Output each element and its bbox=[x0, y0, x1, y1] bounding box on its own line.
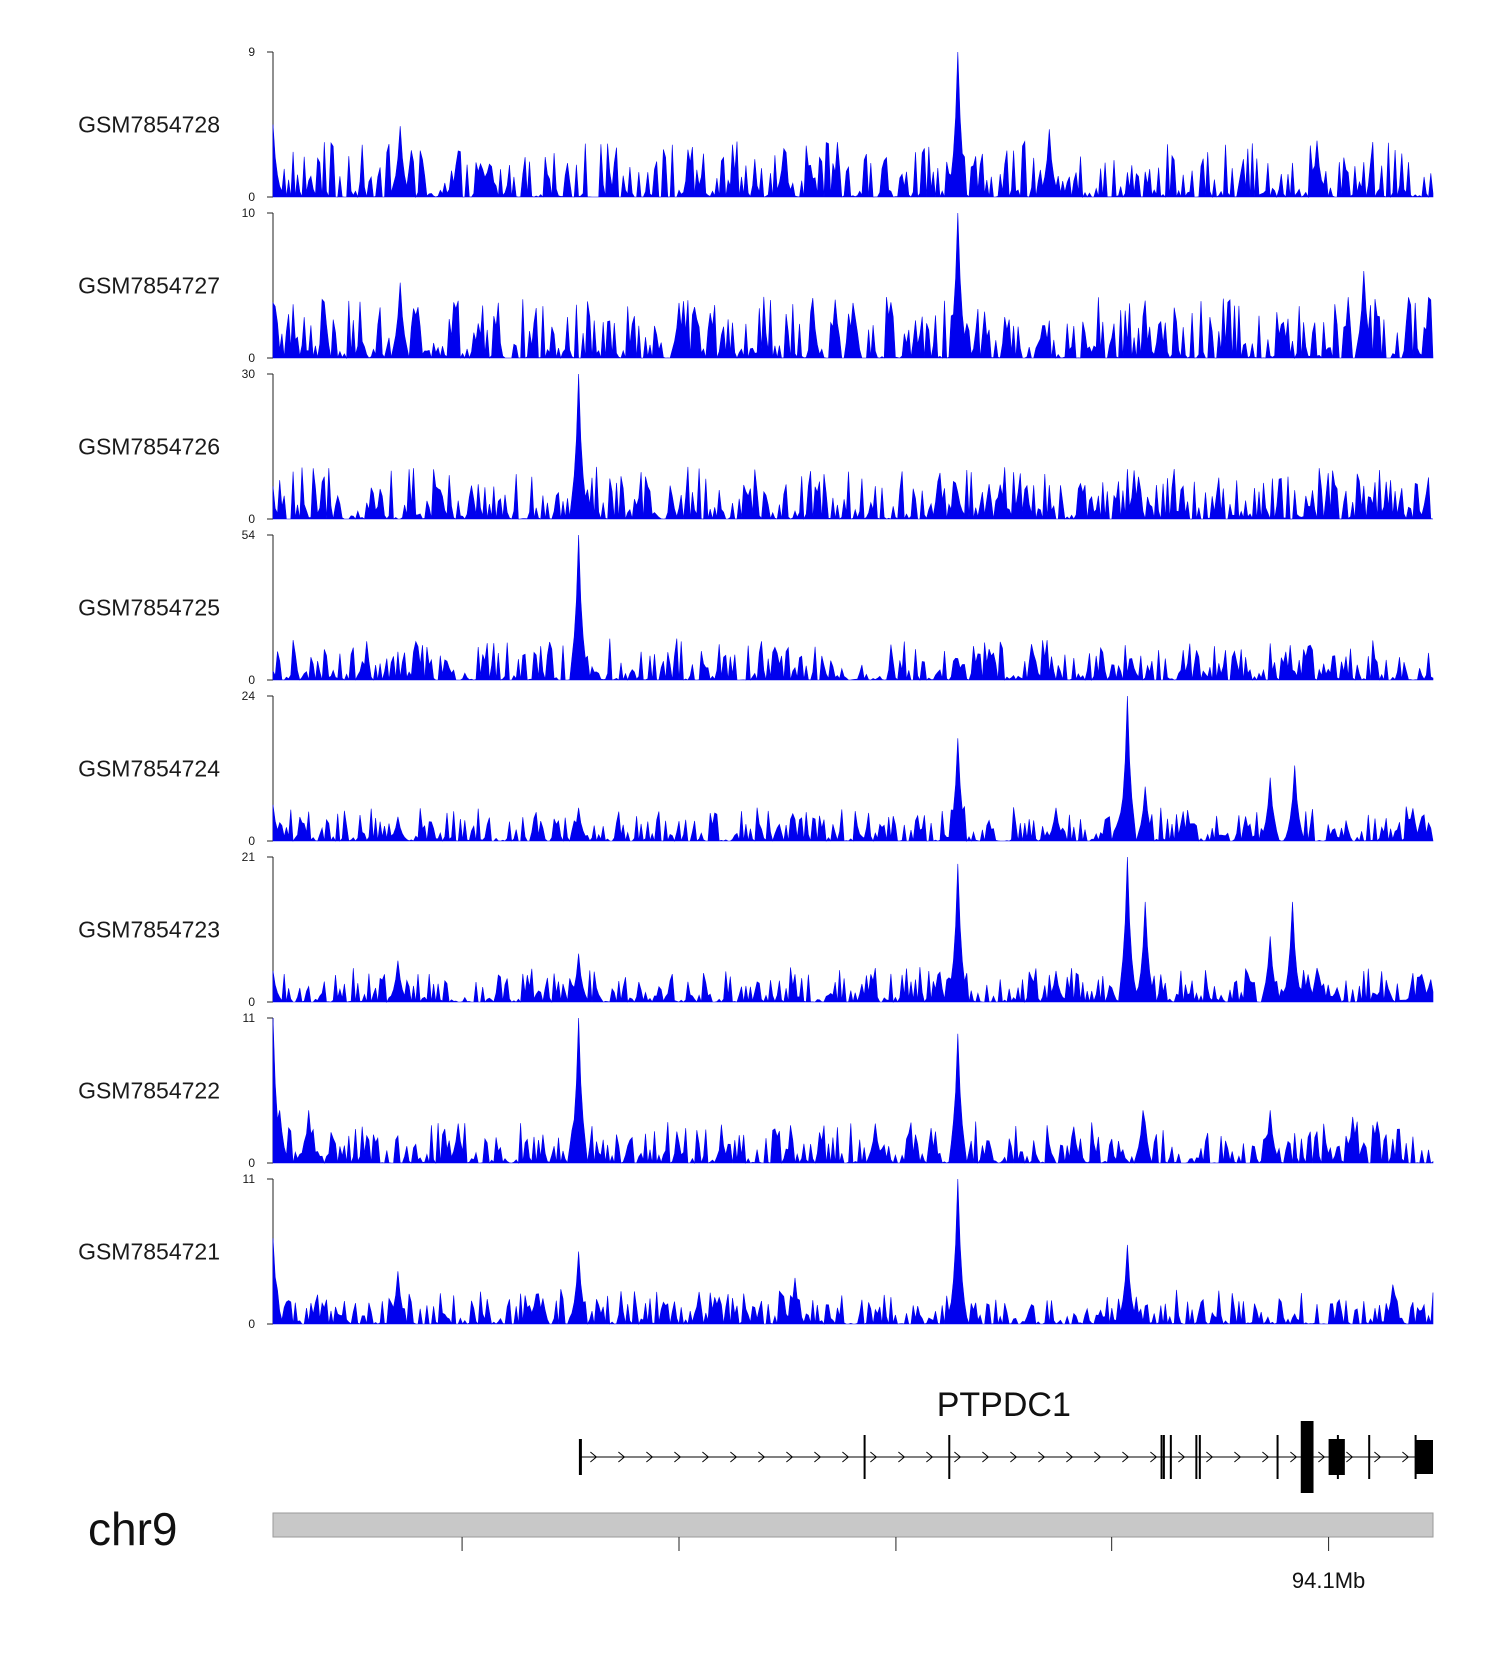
y-tick-label-min: 0 bbox=[248, 1156, 255, 1170]
y-tick-label-max: 11 bbox=[243, 1172, 256, 1186]
strand-arrow bbox=[814, 1451, 822, 1463]
strand-arrow bbox=[1038, 1451, 1046, 1463]
strand-arrow bbox=[646, 1451, 654, 1463]
signal-area bbox=[272, 373, 1434, 520]
y-tick-label-max: 9 bbox=[248, 45, 255, 59]
track-label: GSM7854721 bbox=[78, 1239, 220, 1265]
track-GSM7854722: GSM7854722 11 0 bbox=[78, 1011, 1434, 1170]
strand-arrow bbox=[1234, 1451, 1242, 1463]
y-tick-label-max: 30 bbox=[242, 367, 256, 381]
track-label: GSM7854723 bbox=[78, 917, 220, 943]
strand-arrow bbox=[1094, 1451, 1102, 1463]
strand-arrow bbox=[1122, 1451, 1130, 1463]
ideogram-band bbox=[272, 1512, 1434, 1538]
signal-area bbox=[272, 695, 1434, 843]
track-GSM7854727: GSM7854727 10 0 bbox=[78, 206, 1434, 365]
track-GSM7854725: GSM7854725 54 0 bbox=[78, 528, 1434, 687]
track-label: GSM7854726 bbox=[78, 434, 220, 460]
y-tick-label-min: 0 bbox=[248, 673, 255, 687]
gene-model: PTPDC1 bbox=[578, 1386, 1433, 1493]
y-tick-label-min: 0 bbox=[248, 512, 255, 526]
track-GSM7854723: GSM7854723 21 0 bbox=[78, 850, 1434, 1009]
strand-arrow bbox=[842, 1451, 850, 1463]
strand-arrow bbox=[674, 1451, 682, 1463]
strand-arrow bbox=[1262, 1451, 1270, 1463]
position-label: 94.1Mb bbox=[1292, 1568, 1365, 1593]
y-tick-label-min: 0 bbox=[248, 995, 255, 1009]
y-tick-label-max: 21 bbox=[242, 850, 256, 864]
chromosome-label: chr9 bbox=[88, 1503, 177, 1555]
coding-exon bbox=[1328, 1439, 1345, 1475]
strand-arrow bbox=[1178, 1451, 1186, 1463]
strand-arrow bbox=[926, 1451, 934, 1463]
strand-arrow bbox=[618, 1451, 626, 1463]
strand-arrow bbox=[954, 1451, 962, 1463]
track-label: GSM7854724 bbox=[78, 756, 220, 782]
signal-area bbox=[272, 856, 1434, 1004]
strand-arrow bbox=[1066, 1451, 1074, 1463]
strand-arrow bbox=[1402, 1451, 1410, 1463]
y-tick-label-min: 0 bbox=[248, 1317, 255, 1331]
strand-arrow bbox=[758, 1451, 766, 1463]
track-GSM7854724: GSM7854724 24 0 bbox=[78, 689, 1434, 848]
strand-arrow bbox=[982, 1451, 990, 1463]
y-tick-label-max: 54 bbox=[242, 528, 256, 542]
strand-arrow bbox=[898, 1451, 906, 1463]
signal-area bbox=[272, 1178, 1434, 1326]
y-tick-label-max: 10 bbox=[242, 206, 256, 220]
y-tick-label-max: 24 bbox=[242, 689, 256, 703]
strand-arrow bbox=[1150, 1451, 1158, 1463]
strand-arrow bbox=[1206, 1451, 1214, 1463]
strand-arrow bbox=[786, 1451, 794, 1463]
strand-arrow bbox=[1346, 1451, 1354, 1463]
strand-arrow bbox=[702, 1451, 710, 1463]
strand-arrow bbox=[730, 1451, 738, 1463]
y-tick-label-min: 0 bbox=[248, 351, 255, 365]
strand-arrow bbox=[590, 1451, 598, 1463]
tracks-layer: GSM785472890GSM7854727100GSM7854726300GS… bbox=[78, 45, 1434, 1331]
y-tick-label-max: 11 bbox=[243, 1011, 256, 1025]
strand-arrow bbox=[870, 1451, 878, 1463]
signal-area bbox=[272, 1017, 1434, 1165]
coding-exon bbox=[1300, 1421, 1314, 1493]
track-GSM7854728: GSM7854728 9 0 bbox=[78, 45, 1434, 204]
track-label: GSM7854722 bbox=[78, 1078, 220, 1104]
signal-area bbox=[272, 212, 1434, 360]
track-label: GSM7854727 bbox=[78, 273, 220, 299]
coding-exon bbox=[1415, 1440, 1433, 1474]
gene-name-label: PTPDC1 bbox=[937, 1386, 1071, 1424]
strand-arrow bbox=[1290, 1451, 1298, 1463]
track-label: GSM7854725 bbox=[78, 595, 220, 621]
strand-arrow bbox=[1318, 1451, 1326, 1463]
signal-area bbox=[272, 534, 1434, 682]
strand-arrow bbox=[1010, 1451, 1018, 1463]
chromosome-ideogram: chr9 94.1Mb bbox=[88, 1503, 1434, 1593]
track-GSM7854721: GSM7854721 11 0 bbox=[78, 1172, 1434, 1331]
strand-arrow bbox=[1374, 1451, 1382, 1463]
track-GSM7854726: GSM7854726 30 0 bbox=[78, 367, 1434, 526]
y-tick-label-min: 0 bbox=[248, 190, 255, 204]
track-label: GSM7854728 bbox=[78, 112, 220, 138]
signal-area bbox=[272, 51, 1434, 199]
y-tick-label-min: 0 bbox=[248, 834, 255, 848]
